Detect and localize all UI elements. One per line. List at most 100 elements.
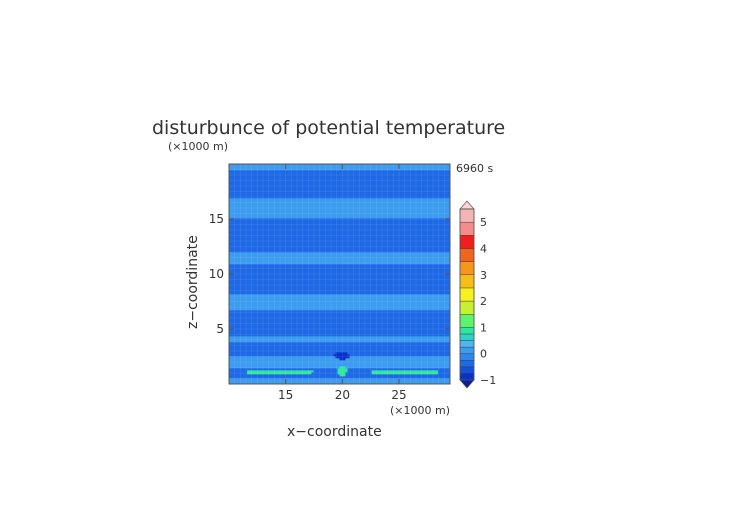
field-cell [281, 264, 284, 267]
field-cell [271, 256, 274, 259]
field-cell [285, 246, 288, 249]
field-cell [313, 210, 316, 213]
field-cell [241, 302, 244, 305]
field-cell [265, 186, 268, 189]
field-cell [295, 164, 298, 167]
field-cell [271, 308, 274, 311]
field-cell [273, 306, 276, 309]
field-cell [311, 322, 314, 325]
field-cell [251, 268, 254, 271]
field-cell [305, 328, 308, 331]
field-cell [243, 298, 246, 301]
field-cell [309, 300, 312, 303]
field-cell [249, 374, 252, 377]
field-cell [303, 182, 306, 185]
field-cell [231, 288, 234, 291]
field-cell [279, 198, 282, 201]
field-cell [287, 238, 290, 241]
field-cell [287, 362, 290, 365]
field-cell [247, 250, 250, 253]
field-cell [277, 278, 280, 281]
field-cell [257, 368, 260, 371]
field-cell [273, 372, 276, 375]
field-cell [311, 186, 314, 189]
field-cell [261, 184, 264, 187]
field-cell [239, 178, 242, 181]
field-cell [253, 308, 256, 311]
field-cell [253, 350, 256, 353]
field-cell [261, 174, 264, 177]
field-cell [301, 274, 304, 277]
field-cell [265, 372, 268, 375]
field-cell [261, 338, 264, 341]
field-cell [295, 242, 298, 245]
field-cell [231, 260, 234, 263]
field-cell [301, 310, 304, 313]
field-cell [235, 238, 238, 241]
field-cell [235, 216, 238, 219]
field-cell [309, 290, 312, 293]
field-cell [285, 202, 288, 205]
field-cell [231, 262, 234, 265]
field-cell [251, 188, 254, 191]
field-cell [259, 188, 262, 191]
field-cell [271, 354, 274, 357]
field-cell [293, 254, 296, 257]
field-cell [279, 288, 282, 291]
field-cell [289, 364, 292, 367]
field-cell [297, 364, 300, 367]
field-cell [265, 264, 268, 267]
field-cell [279, 226, 282, 229]
field-cell [243, 370, 246, 373]
field-cell [313, 338, 316, 341]
field-cell [245, 228, 248, 231]
field-cell [251, 202, 254, 205]
field-cell [261, 180, 264, 183]
field-cell [269, 176, 272, 179]
field-cell [271, 236, 274, 239]
field-cell [267, 316, 270, 319]
field-cell [309, 214, 312, 217]
field-cell [273, 332, 276, 335]
field-cell [317, 360, 320, 363]
field-cell [245, 362, 248, 365]
field-cell [289, 294, 292, 297]
field-cell [271, 280, 274, 283]
field-cell [307, 362, 310, 365]
field-cell [265, 246, 268, 249]
field-cell [277, 348, 280, 351]
field-cell [317, 280, 320, 283]
field-cell [235, 190, 238, 193]
field-cell [239, 246, 242, 249]
field-cell [295, 222, 298, 225]
field-cell [259, 232, 262, 235]
field-cell [297, 258, 300, 261]
field-cell [277, 322, 280, 325]
field-cell [247, 208, 250, 211]
field-cell [277, 190, 280, 193]
field-cell [251, 284, 254, 287]
field-cell [259, 254, 262, 257]
field-cell [233, 298, 236, 301]
field-cell [295, 378, 298, 381]
field-cell [315, 316, 318, 319]
field-cell [245, 284, 248, 287]
field-cell [277, 314, 280, 317]
field-cell [297, 342, 300, 345]
field-cell [303, 336, 306, 339]
field-cell [231, 234, 234, 237]
field-cell [255, 236, 258, 239]
field-cell [235, 224, 238, 227]
field-cell [275, 366, 278, 369]
field-cell [289, 230, 292, 233]
field-cell [299, 274, 302, 277]
field-cell [299, 240, 302, 243]
field-cell [243, 326, 246, 329]
field-cell [275, 300, 278, 303]
field-cell [239, 310, 242, 313]
field-cell [295, 286, 298, 289]
field-cell [245, 368, 248, 371]
field-cell [299, 364, 302, 367]
field-cell [273, 310, 276, 313]
field-cell [243, 288, 246, 291]
